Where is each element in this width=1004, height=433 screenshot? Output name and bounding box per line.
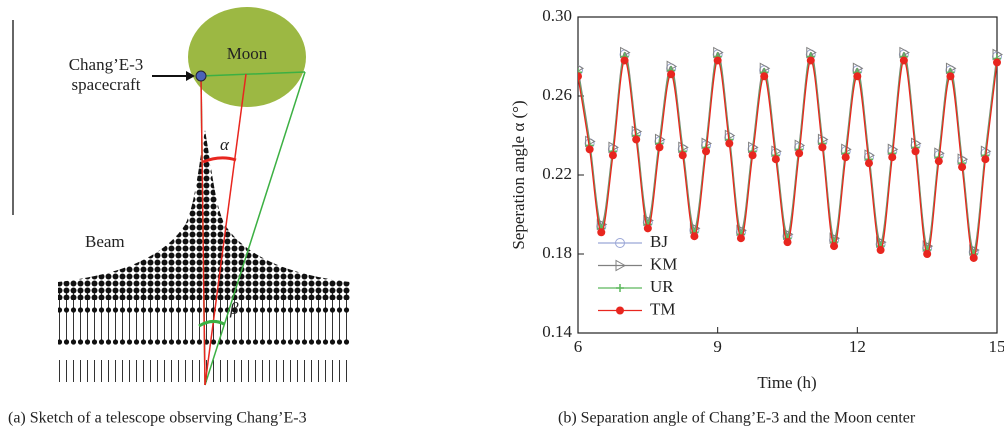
marker [725, 139, 734, 148]
spacecraft [195, 70, 207, 82]
marker [713, 56, 722, 65]
red-line [200, 75, 206, 386]
marker [620, 56, 629, 65]
marker [578, 65, 583, 76]
marker [667, 70, 676, 79]
marker [934, 157, 943, 166]
marker [830, 242, 839, 251]
legend-label: KM [650, 254, 677, 273]
marker [690, 232, 699, 241]
marker [736, 234, 745, 243]
x-tick-label: 15 [989, 337, 1004, 356]
spacecraft-label: Chang’E-3 [69, 55, 144, 74]
y-tick-label: 0.14 [542, 322, 572, 341]
marker [748, 151, 757, 160]
marker [876, 246, 885, 255]
alpha-arc [202, 156, 237, 164]
marker [993, 58, 1001, 67]
marker [578, 68, 582, 77]
marker [760, 72, 769, 81]
marker [911, 147, 920, 156]
marker [643, 224, 652, 233]
beam-label: Beam [85, 232, 125, 251]
y-tick-label: 0.18 [542, 243, 572, 262]
marker [771, 155, 780, 164]
x-tick-label: 9 [713, 337, 722, 356]
spacecraft-label: spacecraft [72, 75, 141, 94]
marker [678, 151, 687, 160]
beta-arc [198, 319, 225, 328]
y-tick-label: 0.26 [542, 85, 572, 104]
marker [616, 306, 624, 315]
panel-a: Chang’E-3 spacecraft Moon α β Beam (a) S… [8, 7, 350, 427]
marker [958, 163, 967, 172]
marker [585, 145, 594, 154]
moon-label: Moon [227, 44, 268, 63]
series-line [578, 59, 998, 259]
x-tick-label: 12 [849, 337, 866, 356]
legend-label: BJ [650, 232, 668, 251]
beta-label: β [229, 299, 239, 318]
marker [946, 72, 955, 81]
panel-b: Seperation angle α (°) Time (h) (b) Sepa… [509, 6, 1004, 427]
marker [615, 238, 625, 248]
marker [899, 56, 908, 65]
x-axis-label: Time (h) [757, 373, 816, 392]
plot-area [578, 46, 1004, 262]
marker [608, 151, 617, 160]
marker [969, 253, 978, 262]
marker [702, 147, 711, 156]
y-tick-label: 0.22 [542, 164, 572, 183]
beam-pattern [58, 130, 350, 300]
green-line [200, 71, 306, 77]
marker [806, 56, 815, 65]
marker [616, 284, 624, 292]
marker [818, 143, 827, 152]
x-tick-label: 6 [574, 337, 583, 356]
marker [578, 72, 582, 81]
arrow-head [186, 71, 195, 81]
green-line [204, 71, 306, 386]
marker [795, 149, 804, 158]
marker [864, 159, 873, 168]
series-line [578, 51, 998, 251]
marker [841, 153, 850, 162]
legend-label: TM [650, 299, 676, 318]
series-line [578, 53, 998, 253]
marker [655, 143, 664, 152]
moon [188, 7, 306, 107]
legend-label: UR [650, 277, 674, 296]
marker [981, 155, 990, 164]
y-tick-label: 0.30 [542, 6, 572, 25]
marker [923, 250, 932, 258]
marker [853, 72, 862, 81]
caption: (b) Separation angle of Chang’E-3 and th… [558, 410, 916, 427]
marker [597, 228, 606, 237]
marker [615, 259, 627, 272]
marker [888, 153, 897, 162]
y-axis-label: Seperation angle α (°) [509, 100, 528, 249]
caption: (a) Sketch of a telescope observing Chan… [8, 410, 307, 427]
alpha-label: α [220, 135, 230, 154]
marker [783, 238, 792, 247]
red-line [204, 73, 247, 386]
marker [632, 135, 641, 144]
